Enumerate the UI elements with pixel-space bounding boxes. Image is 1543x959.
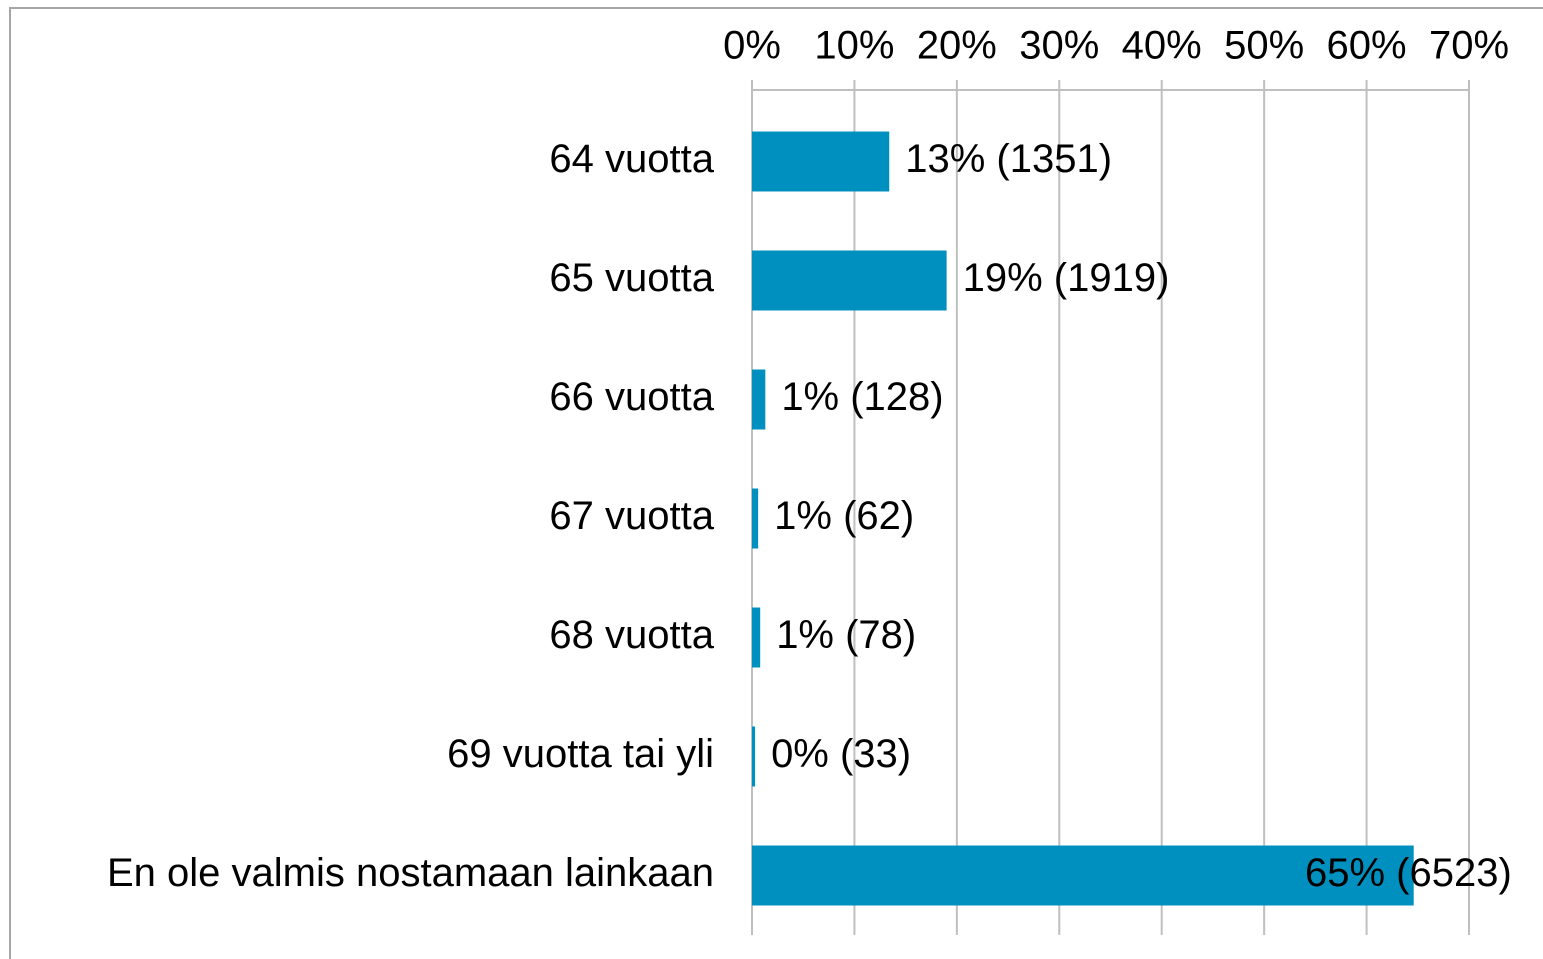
x-tick-label: 10% [814,24,894,68]
bar [752,369,766,430]
value-label: 13% (1351) [905,137,1112,181]
x-tick-label: 20% [917,24,997,68]
bar [752,250,947,311]
x-tick-label: 50% [1224,24,1304,68]
bar [752,726,756,787]
x-tick-label: 30% [1019,24,1099,68]
bar [752,845,1414,906]
value-label: 1% (128) [781,375,943,419]
y-tick-label: 67 vuotta [549,494,714,538]
y-tick-label: 69 vuotta tai yli [447,732,714,776]
value-label: 1% (78) [776,613,916,657]
y-tick-label: 65 vuotta [549,256,714,300]
x-tick-label: 0% [723,24,781,68]
value-label: 19% (1919) [963,256,1170,300]
x-tick-label: 60% [1327,24,1407,68]
y-tick-label: 66 vuotta [549,375,714,419]
bar [752,488,759,549]
value-label: 1% (62) [774,494,914,538]
x-tick-label: 70% [1429,24,1509,68]
y-tick-label: En ole valmis nostamaan lainkaan [107,851,714,895]
y-tick-label: 64 vuotta [549,137,714,181]
x-tick-label: 40% [1122,24,1202,68]
value-label: 65% (6523) [1305,851,1512,895]
bar [752,131,890,192]
value-label: 0% (33) [771,732,911,776]
y-tick-label: 68 vuotta [549,613,714,657]
bar [752,607,761,668]
chart-frame [9,7,1543,959]
